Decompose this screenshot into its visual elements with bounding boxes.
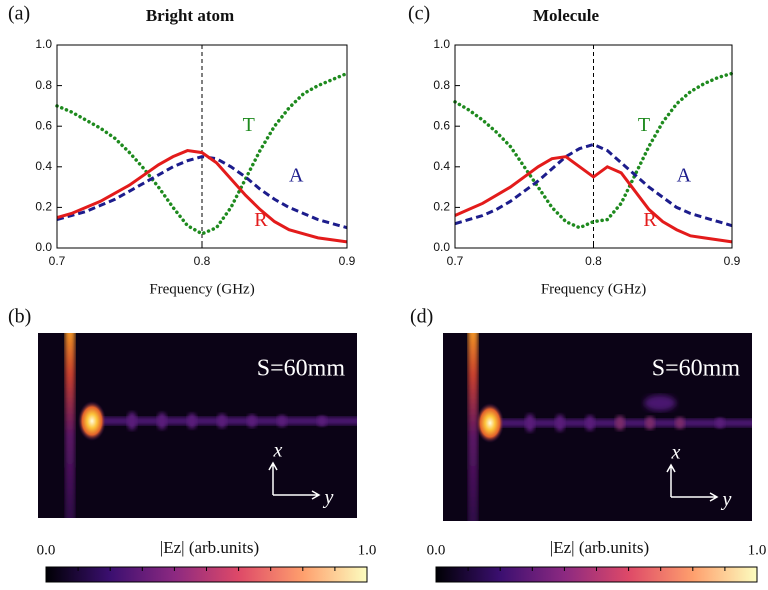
panel-label: (b) <box>8 306 31 328</box>
y-tick-label: 0.8 <box>433 78 450 92</box>
colorbar-tick-label: 0.0 <box>427 542 446 558</box>
y-tick-label: 0.2 <box>433 200 450 214</box>
series-label: T <box>638 114 650 136</box>
x-tick-label: 0.7 <box>49 254 66 268</box>
y-tick-label: 1.0 <box>35 37 52 51</box>
series-label: A <box>289 165 304 187</box>
y-tick-label: 0.0 <box>433 240 450 254</box>
y-tick-label: 0.6 <box>433 118 450 132</box>
panel-label: (c) <box>408 3 430 25</box>
field-lobe <box>317 416 327 427</box>
x-tick-label: 0.9 <box>339 254 356 268</box>
field-lobe <box>645 416 655 429</box>
series-label: R <box>643 209 657 231</box>
axis-x-label: x <box>273 440 283 462</box>
y-tick-label: 0.0 <box>35 240 52 254</box>
field-stripe <box>65 323 75 528</box>
field-lobe <box>675 417 685 429</box>
y-tick-label: 0.6 <box>35 118 52 132</box>
colorbar-tick-label: 1.0 <box>748 542 767 558</box>
chart-title: Bright atom <box>146 6 234 25</box>
annotation: S=60mm <box>652 356 741 382</box>
series-label: A <box>677 165 692 187</box>
page: {"chart_data": [ {"type": "line", "panel… <box>0 0 768 590</box>
field-lobe <box>525 414 535 432</box>
field-lobe <box>555 415 565 432</box>
figure: (a) Bright atom Frequency (GHz) 0.0 0.2 0.4 0.… <box>0 0 768 590</box>
field-lobe <box>247 414 257 427</box>
panel-label: (d) <box>410 306 433 328</box>
x-tick-label: 0.8 <box>585 254 602 268</box>
x-axis-label: Frequency (GHz) <box>541 281 646 297</box>
field-hotspot <box>78 401 106 441</box>
x-tick-label: 0.9 <box>724 254 741 268</box>
series-label: R <box>254 209 268 231</box>
field-lobe <box>157 413 167 430</box>
field-lobe <box>585 415 595 431</box>
field-lobe <box>217 414 227 428</box>
x-tick-label: 0.8 <box>194 254 211 268</box>
field-lobe <box>187 413 197 429</box>
axis-y-label: y <box>721 489 732 511</box>
annotation: S=60mm <box>257 356 346 382</box>
field-hotspot <box>476 403 504 443</box>
field-lobe <box>127 412 137 430</box>
panel-label: (a) <box>8 3 30 25</box>
colorbar-label: |Ez| (arb.units) <box>160 538 259 557</box>
colorbar-tick-label: 1.0 <box>358 542 377 558</box>
field-molecule <box>644 395 676 411</box>
axis-x-label: x <box>671 442 681 464</box>
field-map <box>38 323 411 528</box>
field-lobe <box>715 418 725 429</box>
axis-y-label: y <box>323 487 334 509</box>
series-label: T <box>243 114 255 136</box>
y-tick-label: 0.4 <box>433 159 450 173</box>
x-axis-label: Frequency (GHz) <box>149 281 254 297</box>
y-tick-label: 0.8 <box>35 78 52 92</box>
y-tick-label: 0.4 <box>35 159 52 173</box>
y-tick-label: 0.2 <box>35 200 52 214</box>
field-map <box>443 323 768 531</box>
field-lobe <box>615 416 625 430</box>
chart-title: Molecule <box>533 6 600 25</box>
y-tick-label: 1.0 <box>433 37 450 51</box>
colorbar-tick-label: 0.0 <box>37 542 56 558</box>
field-lobe <box>277 415 287 427</box>
colorbar-label: |Ez| (arb.units) <box>550 538 649 557</box>
x-tick-label: 0.7 <box>447 254 464 268</box>
